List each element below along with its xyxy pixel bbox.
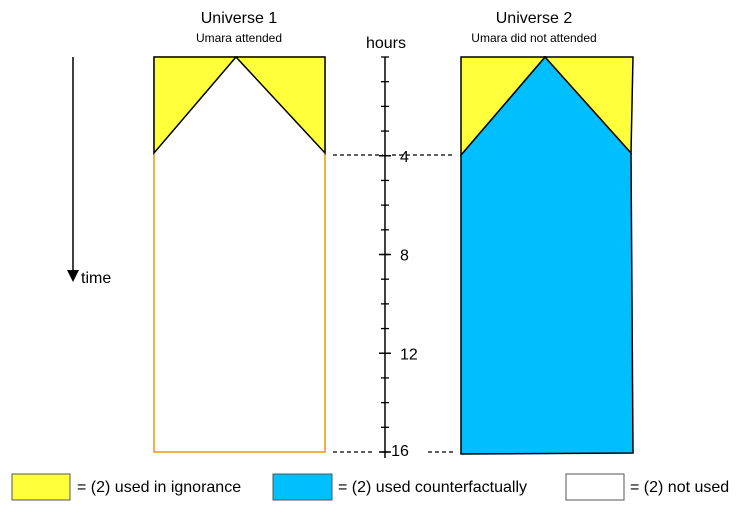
ignorance-region xyxy=(234,56,326,155)
tick-label: 12 xyxy=(400,346,418,363)
axis-label: hours xyxy=(366,35,406,52)
legend-swatch xyxy=(565,473,625,501)
time-label: time xyxy=(81,270,111,287)
ignorance-region xyxy=(153,56,238,156)
tick-label: 8 xyxy=(400,248,409,265)
tick-label: 4 xyxy=(400,149,409,166)
universe-title: Universe 2 xyxy=(496,10,573,27)
ignorance-region xyxy=(543,56,634,155)
ignorance-region xyxy=(460,56,547,158)
universe-title: Universe 1 xyxy=(201,10,278,27)
universe-subtitle: Umara attended xyxy=(196,31,282,45)
legend-label: = (2) used in ignorance xyxy=(77,479,241,496)
legend-swatch xyxy=(272,473,333,501)
connectors xyxy=(333,154,455,453)
legend-swatch xyxy=(11,473,71,501)
tick-label: 16 xyxy=(391,443,409,460)
legend-label: = (2) used counterfactually xyxy=(338,479,527,496)
legend-label: = (2) not used xyxy=(630,479,729,496)
universe-subtitle: Umara did not attended xyxy=(471,31,596,45)
axis-ticks: 4 8 12 16 xyxy=(379,56,418,460)
